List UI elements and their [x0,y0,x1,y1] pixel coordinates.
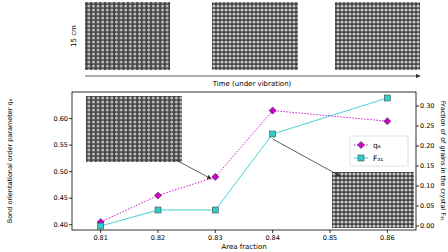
inset-arrow [273,139,340,176]
x-tick-label: 0.86 [380,234,394,242]
y-tick [69,118,72,119]
y2-tick-label: 0.25 [420,122,434,130]
y2-axis-label: Fraction of of grains in the crystal F₃₁ [439,101,447,222]
y2-tick-label: 0.10 [420,182,434,190]
legend-label: q₆ [373,141,381,150]
legend-label: F₃₁ [373,154,383,163]
y2-tick [416,166,419,167]
x-tick-label: 0.85 [323,234,337,242]
inset-photo [86,96,182,162]
data-point [384,95,390,101]
x-tick [158,230,159,233]
y-tick-label: 0.45 [54,194,68,202]
data-point [384,118,391,125]
series-line [101,98,388,226]
data-point [155,207,161,213]
y2-tick-label: 0.20 [420,142,434,150]
data-group [97,95,391,229]
y-tick [69,171,72,172]
time-arrow [85,76,420,77]
y2-tick-label: 0.15 [420,162,434,170]
inset-arrow [176,160,211,179]
y-tick [69,224,72,225]
x-tick-label: 0.82 [151,234,165,242]
data-point [98,223,104,229]
data-point [269,107,276,114]
data-point [154,192,161,199]
y-tick-label: 0.40 [54,221,68,229]
y2-tick [416,106,419,107]
data-point [212,173,219,180]
y-tick-label: 0.55 [54,141,68,149]
inset-photo [332,172,414,228]
y2-tick [416,146,419,147]
x-tick [215,230,216,233]
scale-label: 15 cm [70,25,78,47]
figure: 15 cm Time (under vibration) 0.81 0.82 0.83 0… [0,0,448,252]
data-point [212,207,218,213]
time-label: Time (under vibration) [212,80,292,88]
y-tick-label: 0.50 [54,168,68,176]
y-tick [69,198,72,199]
y2-tick-label: 0.30 [420,102,434,110]
grain-photo [335,2,420,70]
y2-tick [416,186,419,187]
x-tick-label: 0.83 [208,234,222,242]
y2-tick [416,226,419,227]
y-tick-label: 0.60 [54,115,68,123]
y-tick [69,145,72,146]
grain-photo [212,2,298,70]
legend-marker [358,155,364,161]
y2-tick [416,126,419,127]
x-tick [100,230,101,233]
y2-tick-label: 0.05 [420,202,434,210]
legend-box [350,136,408,166]
y2-tick [416,206,419,207]
plot-frame [72,92,416,230]
series-line [101,111,388,222]
x-tick-label: 0.84 [265,234,279,242]
grain-photo [85,2,170,70]
x-tick [330,230,331,233]
x-tick-label: 0.81 [93,234,107,242]
y2-tick-label: 0.00 [420,222,434,230]
x-tick [387,230,388,233]
x-axis-label: Area fraction [221,243,266,251]
y-axis-label: Bond orientational order parameter q₆ [6,98,14,223]
x-tick [272,230,273,233]
legend-marker [357,141,364,148]
data-point [270,131,276,137]
